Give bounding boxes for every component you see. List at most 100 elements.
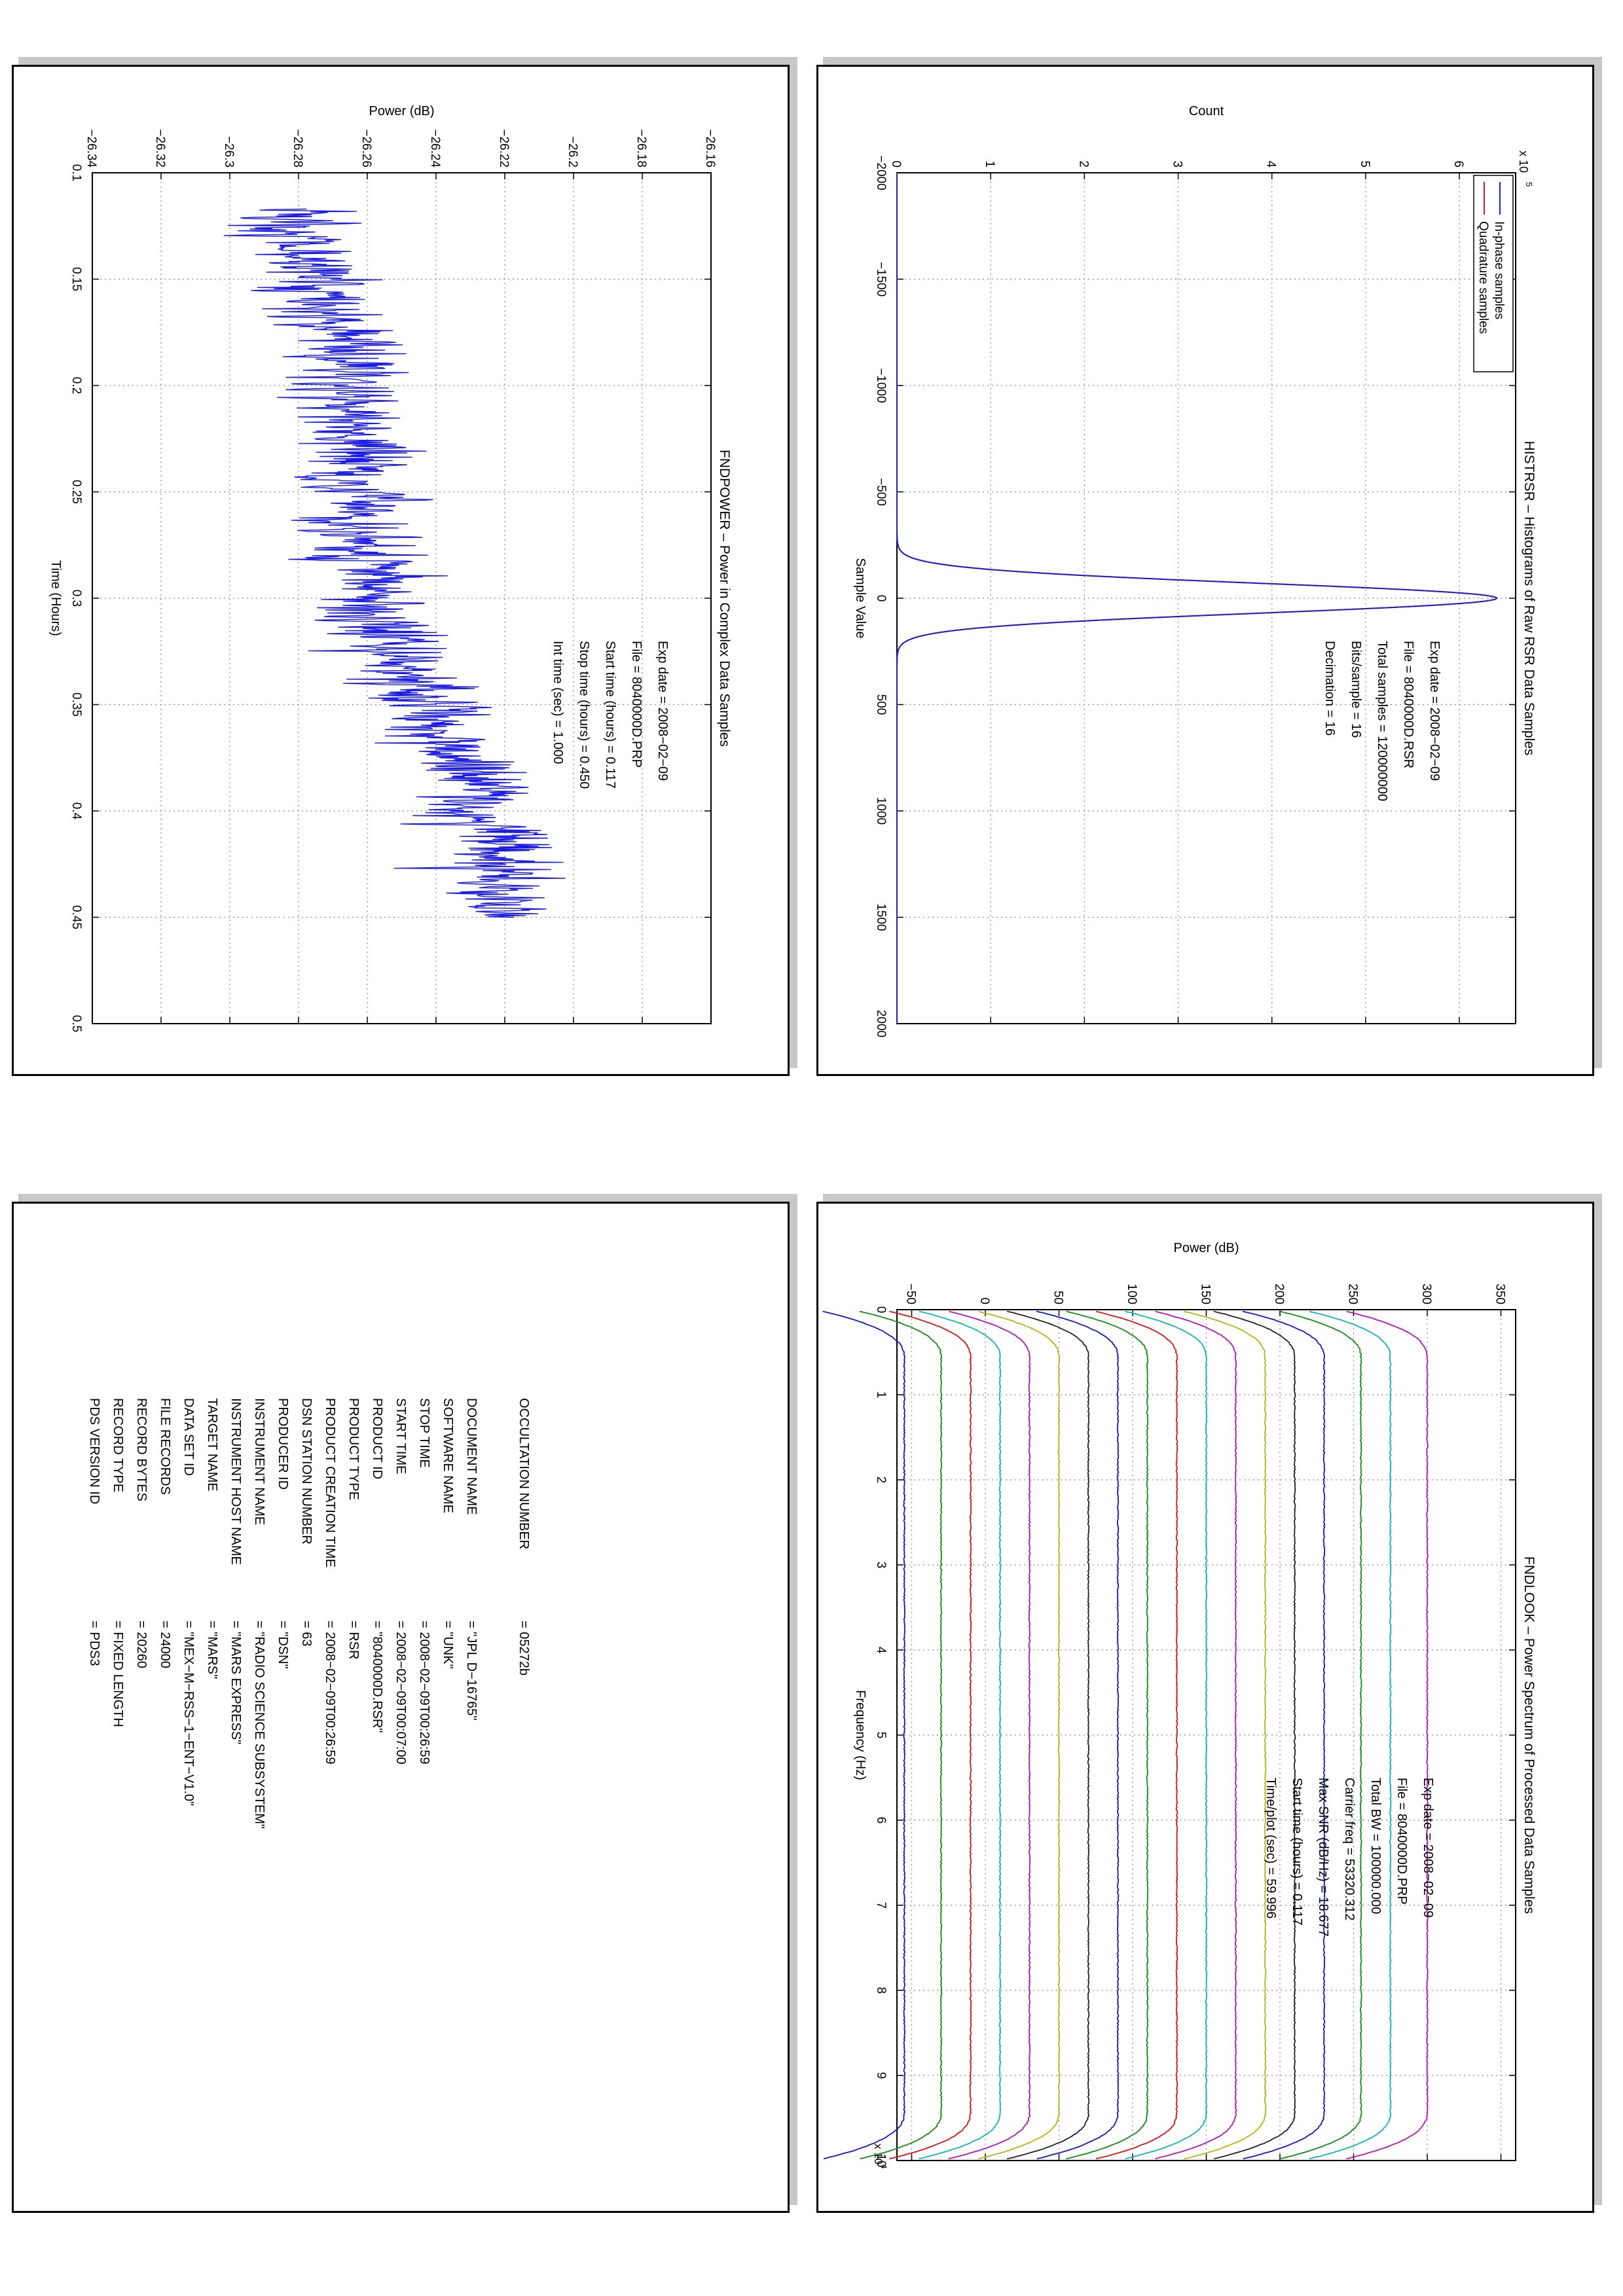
x-tick-label: −1500 [874,262,888,296]
x-tick-label: −2000 [874,155,888,190]
fndpower-chart: 0.1 0.15 0.2 0.25 0.3 0.35 0.4 0.45 0.5 −26.34 −26… [48,104,732,1032]
series-line [896,173,1499,1024]
label-key: SOFTWARE NAME [441,1398,455,1513]
annotation-text: Bits/sample = 16 [1349,641,1363,738]
x-tick-label: 1500 [874,903,888,931]
annotation-text: Total samples = 120000000 [1375,641,1389,801]
spectrum-line [1155,1310,1237,2160]
x-tick-label: 7 [874,1902,888,1909]
annotation-text: Decimation = 16 [1322,641,1337,736]
spectrum-line [1309,1310,1392,2160]
label-key: PDS VERSION ID [87,1398,101,1504]
rotated-chart-group: 0.1 0.15 0.2 0.25 0.3 0.35 0.4 0.45 0.5 −26.34 −26… [48,104,732,1032]
y-tick-label: 300 [1419,1283,1433,1304]
label-key: FILE RECORDS [158,1398,172,1495]
label-value: = 63 [299,1621,314,1646]
y-multiplier: x 10 [1517,151,1530,173]
y-tick-label: 3 [1171,160,1184,168]
chart-title: FNDLOOK – Power Spectrum of Processed Da… [1522,1556,1537,1914]
x-tick-label: 1000 [874,797,888,825]
label-panel: PDS VERSION ID = PDS3 RECORD TYPE = FIXED L… [12,1194,797,2213]
y-axis-label: Power (dB) [1173,1241,1239,1255]
annotation-text: Max SNR (dB/Hz) = 18.677 [1316,1778,1330,1937]
label-key: RECORD BYTES [134,1398,149,1501]
x-tick-label: 0.5 [69,1015,83,1032]
panel-frame [12,65,790,1076]
annotation-text: Total BW = 100000.000 [1368,1778,1383,1914]
rotated-label-group: PDS VERSION ID = PDS3 RECORD TYPE = FIXED L… [87,1398,531,1829]
panel-frame [816,1202,1594,2213]
x-tick-label: 0 [874,595,888,602]
y-tick-label: −26.3 [222,136,236,168]
label-value: = 05272b [517,1621,531,1676]
label-value: = "RADIO SCIENCE SUBSYSTEM" [252,1621,266,1829]
y-tick-label: 0 [977,1297,991,1304]
annotation-text: File = 8040000D.PRP [1395,1778,1409,1905]
y-tick-label: 0 [889,160,903,168]
label-value: = "8040000D.RSR" [370,1621,384,1733]
label-value: = "UNK" [441,1621,455,1669]
y-axis-label: Power (dB) [369,104,434,118]
label-value: = 2008−02−09T00:26:59 [417,1621,431,1765]
annotation-text: Time/plot (sec) = 59.996 [1264,1778,1278,1918]
x-tick-label: 1 [874,1391,888,1399]
spectrum-line [1183,1310,1267,2160]
x-tick-label: 0.35 [69,692,83,717]
label-key: PRODUCT CREATION TIME [323,1398,337,1568]
label-value: = 24000 [158,1621,172,1668]
spectrum-line [1346,1310,1429,2160]
y-tick-label: −26.18 [634,129,648,168]
spectrum-line [1095,1310,1178,2160]
y-tick-label: 100 [1125,1283,1139,1304]
annotation-text: File = 8040000D.RSR [1401,641,1415,768]
panel-frame [12,1202,790,2213]
y-tick-label: −26.26 [359,129,373,168]
annotation-text: Int time (sec) = 1.000 [551,641,565,764]
y-tick-label: −26.34 [84,129,98,168]
spectrum-line [919,1310,1002,2160]
x-tick-label: −500 [874,478,888,506]
label-value: = RSR [346,1621,361,1659]
x-tick-label: 8 [874,1987,888,1994]
spectrum-line [978,1310,1061,2160]
x-tick-label: 3 [874,1562,888,1569]
y-tick-label: 200 [1272,1283,1286,1304]
spectrum-line [1066,1310,1149,2160]
spectrum-line [1213,1310,1296,2160]
legend-label: In-phase samples [1492,221,1506,319]
spectrum-line [889,1310,972,2160]
x-tick-label: 0.2 [69,377,83,394]
annotation-text: File = 8040000D.PRP [629,641,644,768]
label-value: = "MARS" [205,1621,219,1679]
label-value: = FIXED LENGTH [111,1621,125,1727]
label-key: START TIME [393,1398,408,1474]
annotation-text: Exp date = 2008−02−09 [1421,1778,1435,1918]
annotation-text: Exp date = 2008−02−09 [655,641,670,781]
y-tick-label: −26.2 [566,136,579,168]
label-value: = 20260 [134,1621,149,1668]
x-tick-label: −1000 [874,368,888,403]
y-tick-label: 350 [1493,1283,1507,1304]
label-value: = 2008−02−09T00:26:59 [323,1621,337,1765]
label-key: DATA SET ID [181,1398,196,1476]
y-tick-label: 5 [1358,160,1372,168]
rotated-chart-group: −2000 −1500 −1000 −500 0 500 1000 1500 2000 0 1 2 3 4… [853,104,1537,1037]
spectrum-line [822,1310,906,2160]
x-tick-label: 2000 [874,1010,888,1037]
label-key: RECORD TYPE [111,1398,125,1492]
x-axis-label: Frequency (Hz) [853,1690,867,1780]
x-tick-label: 5 [874,1732,888,1739]
x-tick-label: 0.1 [69,164,83,181]
fndlook-panel: 0 1 2 3 4 5 6 7 8 9 10 −50 0 50 100 150 200 250 300 350 FNDL… [816,1194,1602,2213]
rotated-chart-group: 0 1 2 3 4 5 6 7 8 9 10 −50 0 50 100 150 200 250 300 350 FNDL… [822,1241,1537,2169]
x-axis-label: Time (Hours) [48,560,63,636]
label-value: = 2008−02−09T00:07:00 [393,1621,408,1765]
power-series-line [223,208,566,918]
label-value: = "MARS EXPRESS" [228,1621,243,1744]
y-multiplier-exp: 5 [1524,182,1534,187]
label-key: INSTRUMENT NAME [252,1398,266,1525]
x-tick-label: 6 [874,1817,888,1824]
x-tick-label: 0 [874,1306,888,1314]
series-line [896,173,1499,1024]
